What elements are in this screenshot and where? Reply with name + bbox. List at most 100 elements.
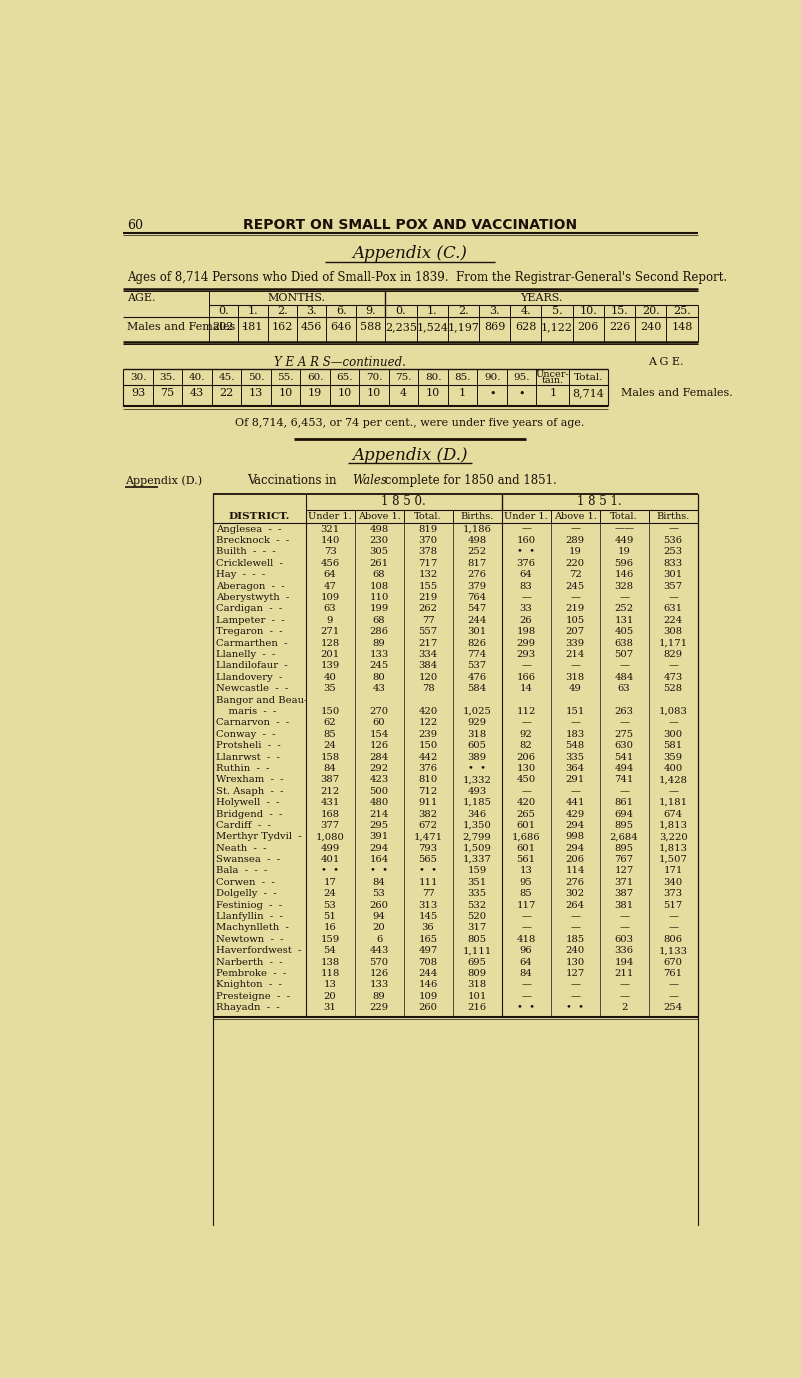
- Text: 359: 359: [663, 752, 682, 762]
- Text: 429: 429: [566, 809, 585, 819]
- Text: 199: 199: [369, 605, 388, 613]
- Text: 17: 17: [324, 878, 336, 887]
- Text: 401: 401: [320, 856, 340, 864]
- Text: 517: 517: [663, 901, 682, 909]
- Text: 33: 33: [520, 605, 533, 613]
- Text: 219: 219: [418, 593, 437, 602]
- Text: 377: 377: [320, 821, 340, 830]
- Text: 10: 10: [279, 389, 293, 398]
- Text: 294: 294: [369, 843, 388, 853]
- Text: 547: 547: [468, 605, 487, 613]
- Text: 581: 581: [663, 741, 682, 750]
- Text: 155: 155: [418, 582, 437, 591]
- Text: 548: 548: [566, 741, 585, 750]
- Text: 596: 596: [614, 559, 634, 568]
- Text: —: —: [668, 525, 678, 533]
- Text: —: —: [570, 661, 580, 670]
- Text: 418: 418: [517, 934, 536, 944]
- Text: Under 1.: Under 1.: [504, 513, 548, 521]
- Text: 43: 43: [372, 683, 385, 693]
- Text: 494: 494: [614, 763, 634, 773]
- Text: 929: 929: [468, 718, 487, 728]
- Text: —: —: [619, 661, 629, 670]
- Text: 198: 198: [517, 627, 536, 637]
- Text: Wrexham  -  -: Wrexham - -: [215, 776, 283, 784]
- Text: 0.: 0.: [218, 306, 228, 316]
- Text: —: —: [668, 787, 678, 795]
- Text: accinations in: accinations in: [255, 474, 340, 486]
- Text: 108: 108: [369, 582, 388, 591]
- Text: Ages of 8,714 Persons who Died of Small-Pox in 1839.  From the Registrar-General: Ages of 8,714 Persons who Died of Small-…: [127, 270, 727, 284]
- Text: 252: 252: [468, 547, 487, 557]
- Text: Anglesea  -  -: Anglesea - -: [215, 525, 281, 533]
- Text: 51: 51: [324, 912, 336, 921]
- Text: 95: 95: [520, 878, 533, 887]
- Text: —: —: [570, 992, 580, 1000]
- Text: 85: 85: [520, 889, 533, 898]
- Text: 110: 110: [369, 593, 388, 602]
- Text: —: —: [570, 923, 580, 933]
- Text: Holywell  -  -: Holywell - -: [215, 798, 279, 808]
- Text: 3.: 3.: [489, 306, 500, 316]
- Text: 520: 520: [468, 912, 487, 921]
- Text: 207: 207: [566, 627, 585, 637]
- Text: 25.: 25.: [673, 306, 691, 316]
- Text: 292: 292: [369, 763, 388, 773]
- Text: 308: 308: [663, 627, 682, 637]
- Text: 63: 63: [618, 683, 630, 693]
- Text: 500: 500: [369, 787, 388, 795]
- Text: 53: 53: [372, 889, 385, 898]
- Text: 244: 244: [418, 969, 437, 978]
- Text: 299: 299: [517, 638, 536, 648]
- Text: 473: 473: [663, 672, 682, 682]
- Text: Cardigan  -  -: Cardigan - -: [215, 605, 282, 613]
- Text: 4: 4: [400, 389, 407, 398]
- Text: 40.: 40.: [189, 372, 205, 382]
- Text: Males and Females.: Males and Females.: [621, 389, 733, 398]
- Text: 206: 206: [566, 856, 585, 864]
- Text: 499: 499: [320, 843, 340, 853]
- Text: 181: 181: [242, 322, 264, 332]
- Text: 1,813: 1,813: [658, 843, 687, 853]
- Text: 127: 127: [614, 867, 634, 875]
- Text: —: —: [619, 992, 629, 1000]
- Text: 708: 708: [418, 958, 437, 966]
- Text: 405: 405: [614, 627, 634, 637]
- Text: 64: 64: [520, 958, 533, 966]
- Text: Under 1.: Under 1.: [308, 513, 352, 521]
- Text: Above 1.: Above 1.: [553, 513, 597, 521]
- Text: 260: 260: [369, 901, 388, 909]
- Text: 73: 73: [324, 547, 336, 557]
- Text: Aberagon  -  -: Aberagon - -: [215, 582, 284, 591]
- Text: 420: 420: [418, 707, 437, 717]
- Text: Ruthin  -  -: Ruthin - -: [215, 763, 269, 773]
- Text: 294: 294: [566, 843, 585, 853]
- Text: 286: 286: [369, 627, 388, 637]
- Text: Narberth  -  -: Narberth - -: [215, 958, 282, 966]
- Text: Presteigne  -  -: Presteigne - -: [215, 992, 290, 1000]
- Text: 601: 601: [517, 843, 536, 853]
- Text: 603: 603: [614, 934, 634, 944]
- Text: 378: 378: [418, 547, 437, 557]
- Text: 63: 63: [324, 605, 336, 613]
- Text: 202: 202: [212, 322, 234, 332]
- Text: 340: 340: [663, 878, 682, 887]
- Text: —: —: [570, 525, 580, 533]
- Text: 1,133: 1,133: [658, 947, 687, 955]
- Text: 15.: 15.: [610, 306, 629, 316]
- Text: 1,197: 1,197: [448, 322, 479, 332]
- Text: 712: 712: [418, 787, 437, 795]
- Text: 35: 35: [324, 683, 336, 693]
- Text: Of 8,714, 6,453, or 74 per cent., were under five years of age.: Of 8,714, 6,453, or 74 per cent., were u…: [235, 419, 585, 429]
- Text: 212: 212: [320, 787, 340, 795]
- Text: 19: 19: [308, 389, 322, 398]
- Text: —: —: [668, 661, 678, 670]
- Text: —: —: [570, 593, 580, 602]
- Text: Appendix (D.): Appendix (D.): [125, 475, 202, 485]
- Text: —: —: [668, 593, 678, 602]
- Text: 206: 206: [578, 322, 599, 332]
- Text: 805: 805: [468, 934, 487, 944]
- Text: 94: 94: [372, 912, 385, 921]
- Text: •  •: • •: [321, 867, 339, 875]
- Text: 2,799: 2,799: [463, 832, 492, 842]
